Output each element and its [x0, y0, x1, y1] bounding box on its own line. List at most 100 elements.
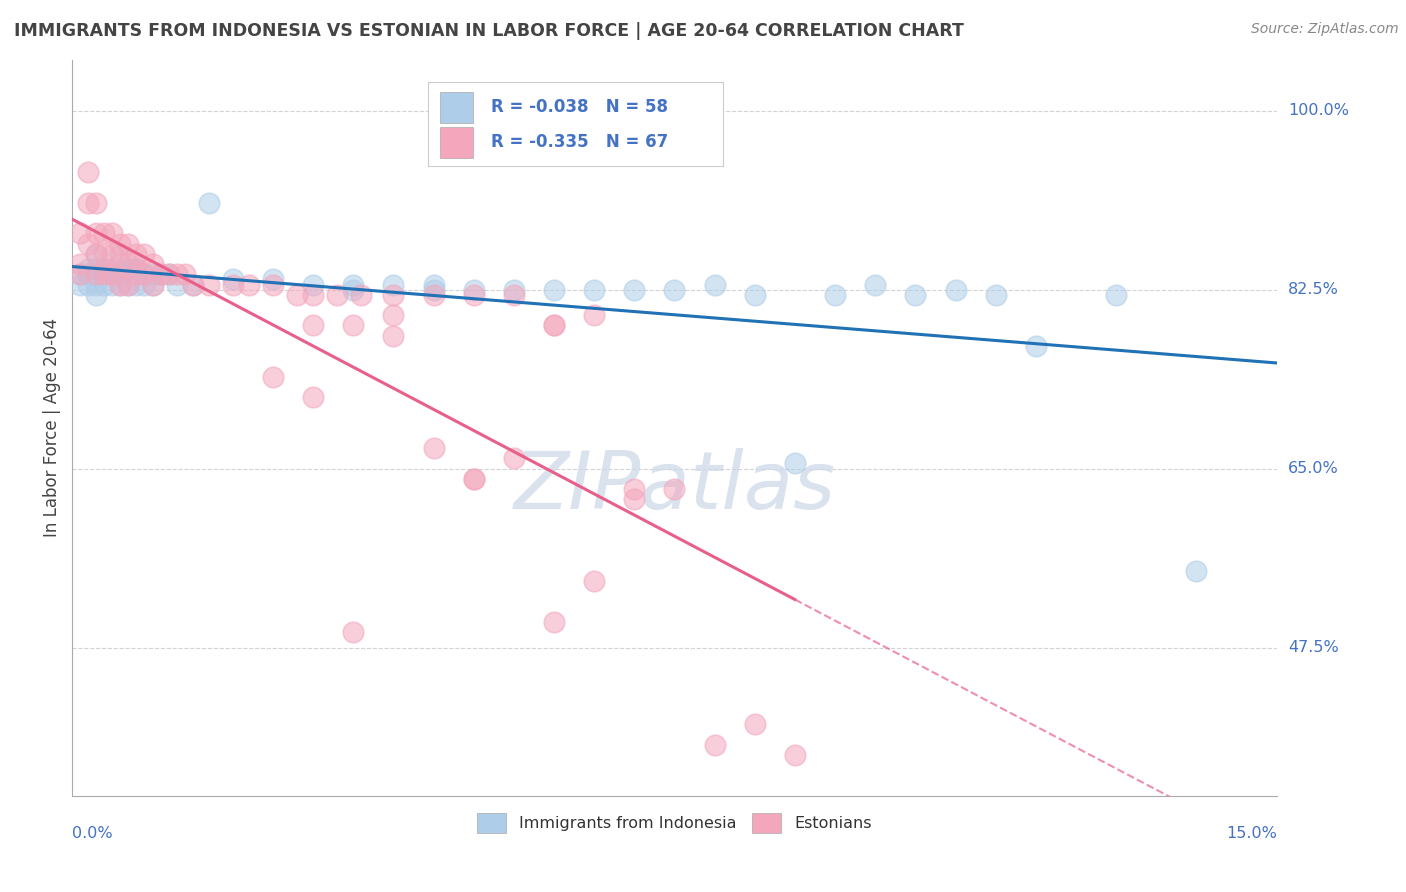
Point [197, 195, 219, 210]
Point [125, 262, 148, 277]
Text: IMMIGRANTS FROM INDONESIA VS ESTONIAN IN LABOR FORCE | AGE 20-64 CORRELATION CHA: IMMIGRANTS FROM INDONESIA VS ESTONIAN IN… [14, 22, 965, 40]
Text: 47.5%: 47.5% [1288, 640, 1339, 655]
Point [285, 287, 308, 301]
Text: Source: ZipAtlas.com: Source: ZipAtlas.com [1251, 22, 1399, 37]
Point [326, 287, 349, 301]
Text: 15.0%: 15.0% [1226, 826, 1277, 841]
Point [69, 277, 91, 292]
Point [382, 277, 405, 292]
FancyBboxPatch shape [427, 82, 723, 166]
Point [422, 287, 444, 301]
Point [93, 268, 115, 282]
Point [77, 262, 100, 277]
Point [69, 268, 91, 282]
Point [664, 482, 686, 496]
Point [134, 268, 156, 282]
Point [101, 247, 124, 261]
Point [502, 283, 524, 297]
Point [623, 492, 645, 507]
Point [117, 257, 139, 271]
Point [422, 283, 444, 297]
Point [543, 318, 565, 333]
Point [350, 287, 373, 301]
Point [502, 451, 524, 466]
Point [77, 277, 100, 292]
Point [93, 277, 115, 292]
Point [583, 574, 606, 588]
Point [141, 277, 163, 292]
Point [69, 257, 91, 271]
Point [181, 277, 204, 292]
Point [93, 262, 115, 277]
Point [302, 277, 325, 292]
Point [222, 272, 245, 286]
Point [110, 277, 132, 292]
Point [157, 268, 180, 282]
Point [125, 247, 148, 261]
Text: 0.0%: 0.0% [72, 826, 112, 841]
Point [110, 257, 132, 271]
Point [117, 277, 139, 292]
Point [623, 482, 645, 496]
Point [77, 165, 100, 179]
Point [166, 268, 188, 282]
Point [101, 262, 124, 277]
Point [141, 277, 163, 292]
Point [703, 738, 725, 752]
Point [583, 283, 606, 297]
Point [86, 277, 108, 292]
Point [86, 247, 108, 261]
Point [149, 268, 172, 282]
Point [222, 277, 245, 292]
Point [824, 287, 846, 301]
Point [703, 277, 725, 292]
Point [141, 268, 163, 282]
Point [543, 283, 565, 297]
Point [134, 268, 156, 282]
Point [125, 268, 148, 282]
Point [863, 277, 886, 292]
Point [664, 283, 686, 297]
Y-axis label: In Labor Force | Age 20-64: In Labor Force | Age 20-64 [44, 318, 60, 537]
Point [984, 287, 1007, 301]
Point [86, 247, 108, 261]
Point [422, 441, 444, 455]
Point [904, 287, 927, 301]
Point [117, 262, 139, 277]
Point [583, 308, 606, 322]
Point [149, 268, 172, 282]
Point [86, 268, 108, 282]
Point [86, 287, 108, 301]
Point [302, 390, 325, 404]
Point [110, 247, 132, 261]
Point [302, 318, 325, 333]
Point [342, 625, 364, 640]
Point [302, 287, 325, 301]
Point [110, 277, 132, 292]
Point [77, 236, 100, 251]
Point [382, 287, 405, 301]
Point [86, 227, 108, 241]
Point [543, 318, 565, 333]
Text: R = -0.335   N = 67: R = -0.335 N = 67 [491, 133, 669, 151]
Point [463, 472, 485, 486]
Text: R = -0.038   N = 58: R = -0.038 N = 58 [491, 98, 668, 117]
Point [93, 268, 115, 282]
Point [238, 277, 260, 292]
Point [110, 236, 132, 251]
Point [382, 308, 405, 322]
Point [125, 262, 148, 277]
Point [1105, 287, 1128, 301]
Text: 65.0%: 65.0% [1288, 461, 1339, 476]
Point [744, 717, 766, 731]
Point [69, 268, 91, 282]
Point [342, 283, 364, 297]
Point [93, 247, 115, 261]
Point [342, 318, 364, 333]
Point [86, 195, 108, 210]
Point [181, 277, 204, 292]
Point [93, 227, 115, 241]
Text: ZIPatlas: ZIPatlas [513, 448, 835, 525]
Point [463, 287, 485, 301]
Text: 100.0%: 100.0% [1288, 103, 1348, 119]
